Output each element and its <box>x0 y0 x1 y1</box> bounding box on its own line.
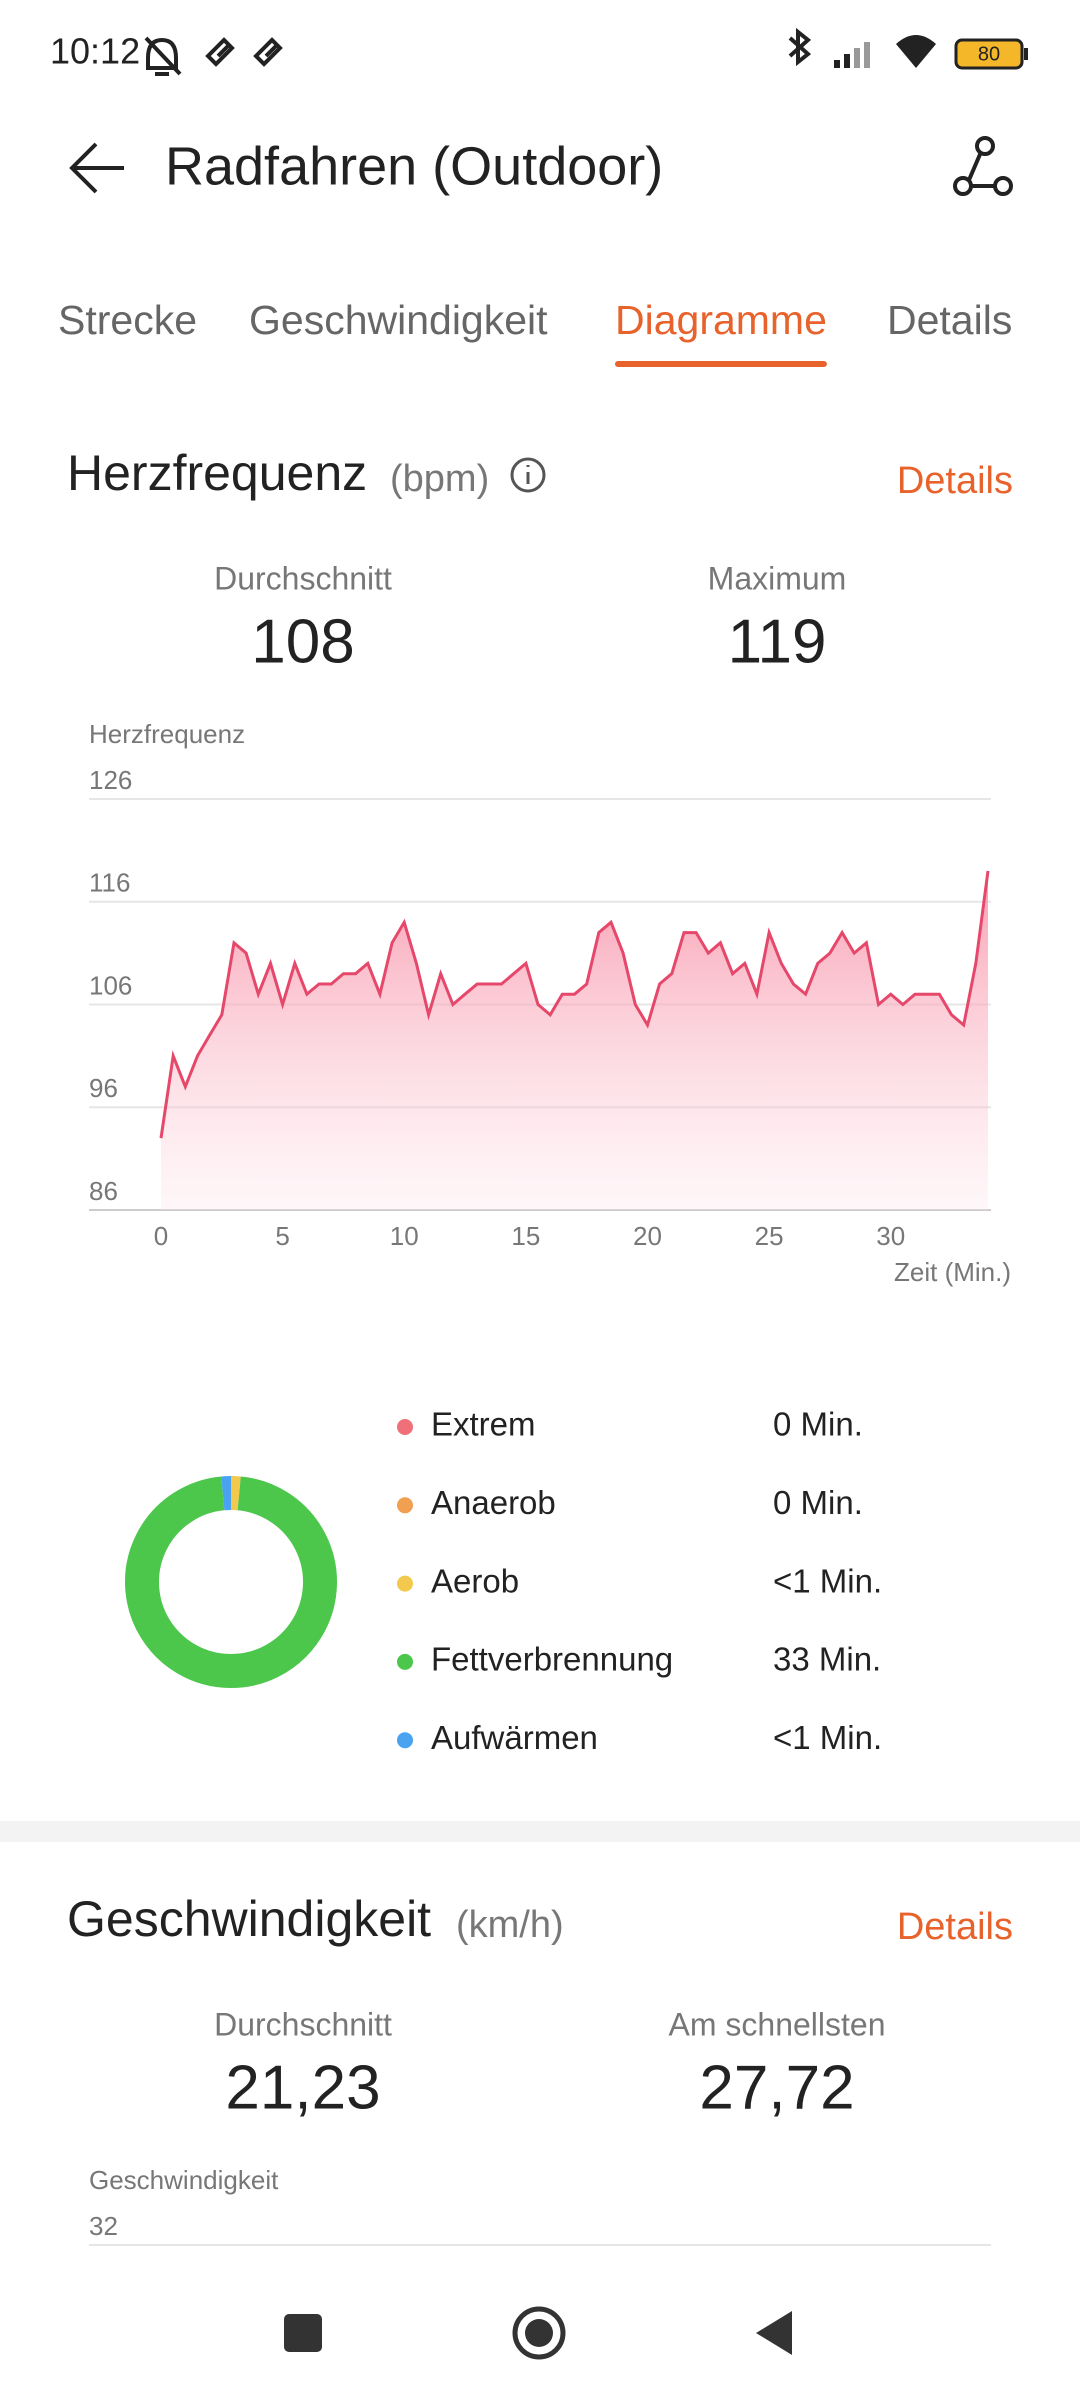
axis-title: Zeit (Min.) <box>894 1257 1011 1287</box>
y-tick-label: 116 <box>89 868 130 898</box>
stat-value: 119 <box>728 607 827 676</box>
legend-label: Aufwärmen <box>431 1719 598 1756</box>
info-icon[interactable] <box>512 459 544 491</box>
stat-label: Durchschnitt <box>214 2006 392 2042</box>
status-icons <box>146 32 808 74</box>
battery-tip <box>1024 48 1028 60</box>
page-title: Radfahren (Outdoor) <box>165 136 663 196</box>
x-tick-label: 0 <box>154 1221 168 1251</box>
legend-dot <box>397 1497 413 1513</box>
battery-level: 80 <box>978 43 1000 65</box>
section-title: Herzfrequenz <box>67 445 367 501</box>
axis-title: Geschwindigkeit <box>89 2165 279 2195</box>
legend-label: Aerob <box>431 1562 519 1599</box>
x-tick-label: 10 <box>390 1221 419 1251</box>
y-tick-label: 126 <box>89 765 132 795</box>
tab[interactable]: Strecke <box>58 297 197 343</box>
details-link[interactable]: Details <box>897 1906 1013 1948</box>
section-title: Geschwindigkeit <box>67 1891 431 1947</box>
divider <box>0 1821 1080 1842</box>
route-button[interactable] <box>955 138 1011 194</box>
stat-value: 27,72 <box>699 2053 854 2122</box>
legend-value: <1 Min. <box>773 1562 882 1599</box>
legend-value: <1 Min. <box>773 1719 882 1756</box>
legend-value: 0 Min. <box>773 1484 863 1521</box>
legend-value: 0 Min. <box>773 1406 863 1443</box>
area <box>161 871 988 1210</box>
wifi-icon <box>896 35 936 68</box>
legend-label: Anaerob <box>431 1484 556 1521</box>
legend-value: 33 Min. <box>773 1641 881 1678</box>
nav-recent[interactable] <box>284 2314 322 2352</box>
x-tick-label: 5 <box>275 1221 289 1251</box>
axis-title: Herzfrequenz <box>89 719 245 749</box>
x-tick-label: 25 <box>755 1221 784 1251</box>
legend-dot <box>397 1419 413 1435</box>
x-tick-label: 15 <box>511 1221 540 1251</box>
legend-dot <box>397 1576 413 1592</box>
legend-dot <box>397 1654 413 1670</box>
y-tick-label: 32 <box>89 2211 118 2241</box>
y-tick-label: 96 <box>89 1073 118 1103</box>
legend-label: Fettverbrennung <box>431 1641 673 1678</box>
x-tick-label: 20 <box>633 1221 662 1251</box>
tab[interactable]: Details <box>887 297 1012 343</box>
tab[interactable]: Diagramme <box>615 297 827 343</box>
stat-value: 108 <box>251 607 354 676</box>
y-tick-label: 106 <box>89 970 132 1000</box>
back-button[interactable] <box>72 144 124 192</box>
tab[interactable]: Geschwindigkeit <box>249 297 548 343</box>
legend-dot <box>397 1732 413 1748</box>
y-tick-label: 86 <box>89 1176 118 1206</box>
stat-label: Am schnellsten <box>669 2006 886 2042</box>
stat-label: Maximum <box>708 560 847 596</box>
stat-label: Durchschnitt <box>214 560 392 596</box>
legend-label: Extrem <box>431 1406 536 1443</box>
x-tick-label: 30 <box>876 1221 905 1251</box>
section-unit: (km/h) <box>456 1904 564 1946</box>
status-time: 10:12 <box>50 31 140 72</box>
donut-segment <box>142 1493 320 1671</box>
nav-back[interactable] <box>756 2311 792 2355</box>
details-link[interactable]: Details <box>897 460 1013 502</box>
signal-icon <box>834 42 870 68</box>
tab-indicator <box>615 361 827 367</box>
nav-home[interactable] <box>515 2309 563 2357</box>
section-unit: (bpm) <box>390 458 489 500</box>
stat-value: 21,23 <box>225 2053 380 2122</box>
